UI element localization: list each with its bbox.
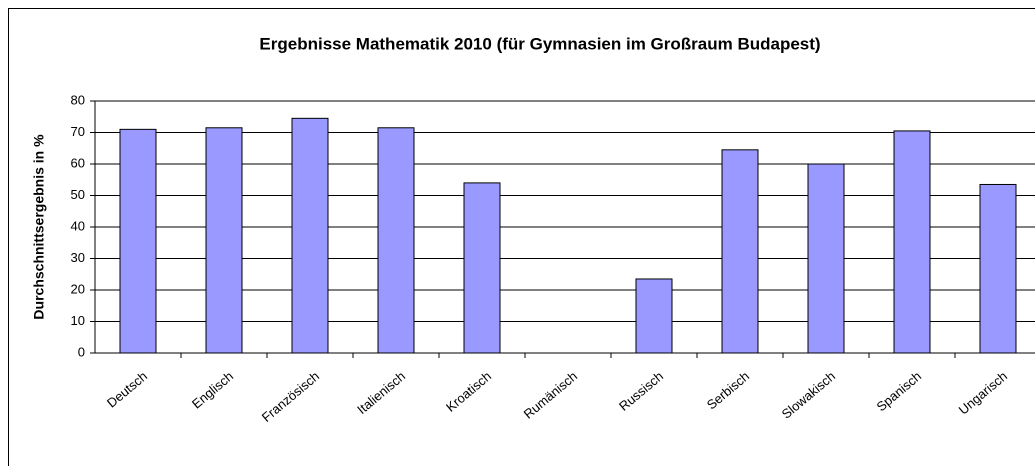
y-tick-label: 70 bbox=[71, 124, 85, 139]
bar bbox=[377, 127, 415, 354]
y-axis-title: Durchschnittsergebnis in % bbox=[31, 134, 47, 320]
y-tick-label: 40 bbox=[71, 218, 85, 233]
y-tick-label: 30 bbox=[71, 250, 85, 265]
bar bbox=[635, 278, 673, 354]
bar bbox=[463, 182, 501, 354]
chart-title: Ergebnisse Mathematik 2010 (für Gymnasie… bbox=[259, 34, 820, 53]
y-tick-label: 10 bbox=[71, 313, 85, 328]
y-tick-label: 0 bbox=[78, 344, 85, 359]
y-tick-label: 50 bbox=[71, 187, 85, 202]
y-tick-label: 80 bbox=[71, 92, 85, 107]
bar bbox=[807, 163, 845, 354]
chart-frame bbox=[8, 8, 1035, 466]
bar bbox=[893, 130, 931, 354]
y-tick-label: 60 bbox=[71, 155, 85, 170]
bar bbox=[205, 127, 243, 354]
bar bbox=[291, 117, 329, 354]
y-tick-label: 20 bbox=[71, 281, 85, 296]
bar bbox=[721, 149, 759, 354]
bar bbox=[119, 128, 157, 354]
bar bbox=[979, 183, 1017, 354]
